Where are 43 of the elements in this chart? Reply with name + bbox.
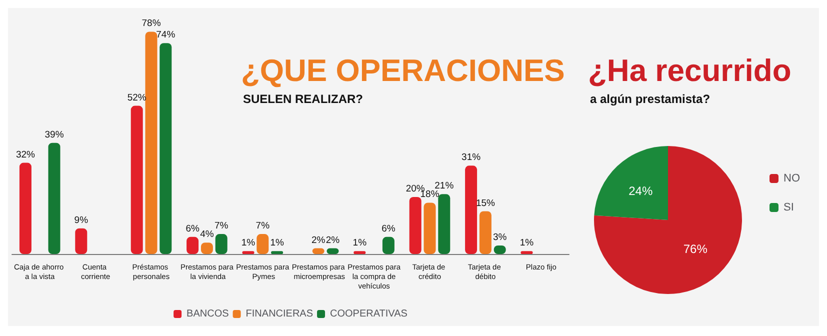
data-label: 4%: [200, 229, 214, 240]
chart-subtitle: a algún prestamista?: [590, 92, 710, 106]
bar: [145, 32, 158, 254]
bar: [424, 202, 436, 254]
data-label: 39%: [44, 129, 64, 140]
data-label: 9%: [74, 214, 89, 226]
data-label: 1%: [352, 238, 368, 249]
data-label: 1%: [270, 238, 284, 249]
data-label: 7%: [256, 220, 270, 232]
data-label: 6%: [186, 223, 200, 234]
bar: [215, 234, 228, 254]
legend-label: BANCOS: [186, 308, 230, 320]
data-label: 1%: [241, 238, 256, 249]
data-label: 78%: [142, 18, 162, 30]
legend-label: SI: [784, 202, 794, 214]
data-label: 31%: [462, 152, 482, 164]
bar: [160, 43, 172, 254]
data-label: 74%: [156, 30, 176, 41]
chart-title: ¿Ha recurrido: [588, 53, 792, 88]
text: ¿QUE OPERACIONES: [241, 53, 565, 88]
data-label: 24%: [628, 184, 653, 198]
bar: [256, 234, 269, 254]
bar: [409, 197, 422, 254]
bar: [48, 142, 60, 254]
bar: [75, 228, 88, 254]
data-label: 2%: [326, 234, 340, 246]
data-label: 7%: [214, 220, 229, 232]
data-label: 1%: [520, 238, 534, 249]
bar: [19, 162, 32, 254]
bar: [465, 166, 478, 254]
legend-label: FINANCIERAS: [246, 308, 314, 320]
bar: [479, 211, 492, 254]
bar: [130, 106, 143, 254]
text: SUELEN REALIZAR?: [243, 92, 363, 106]
legend-label: COOPERATIVAS: [330, 308, 408, 320]
data-label: 2%: [311, 234, 326, 246]
data-label: 76%: [683, 242, 708, 256]
legend-label: NO: [784, 172, 800, 184]
data-label: 6%: [382, 223, 396, 234]
data-label: 3%: [492, 232, 508, 243]
data-label: 32%: [16, 149, 36, 160]
bar: [438, 194, 450, 254]
data-label: 21%: [434, 180, 454, 192]
